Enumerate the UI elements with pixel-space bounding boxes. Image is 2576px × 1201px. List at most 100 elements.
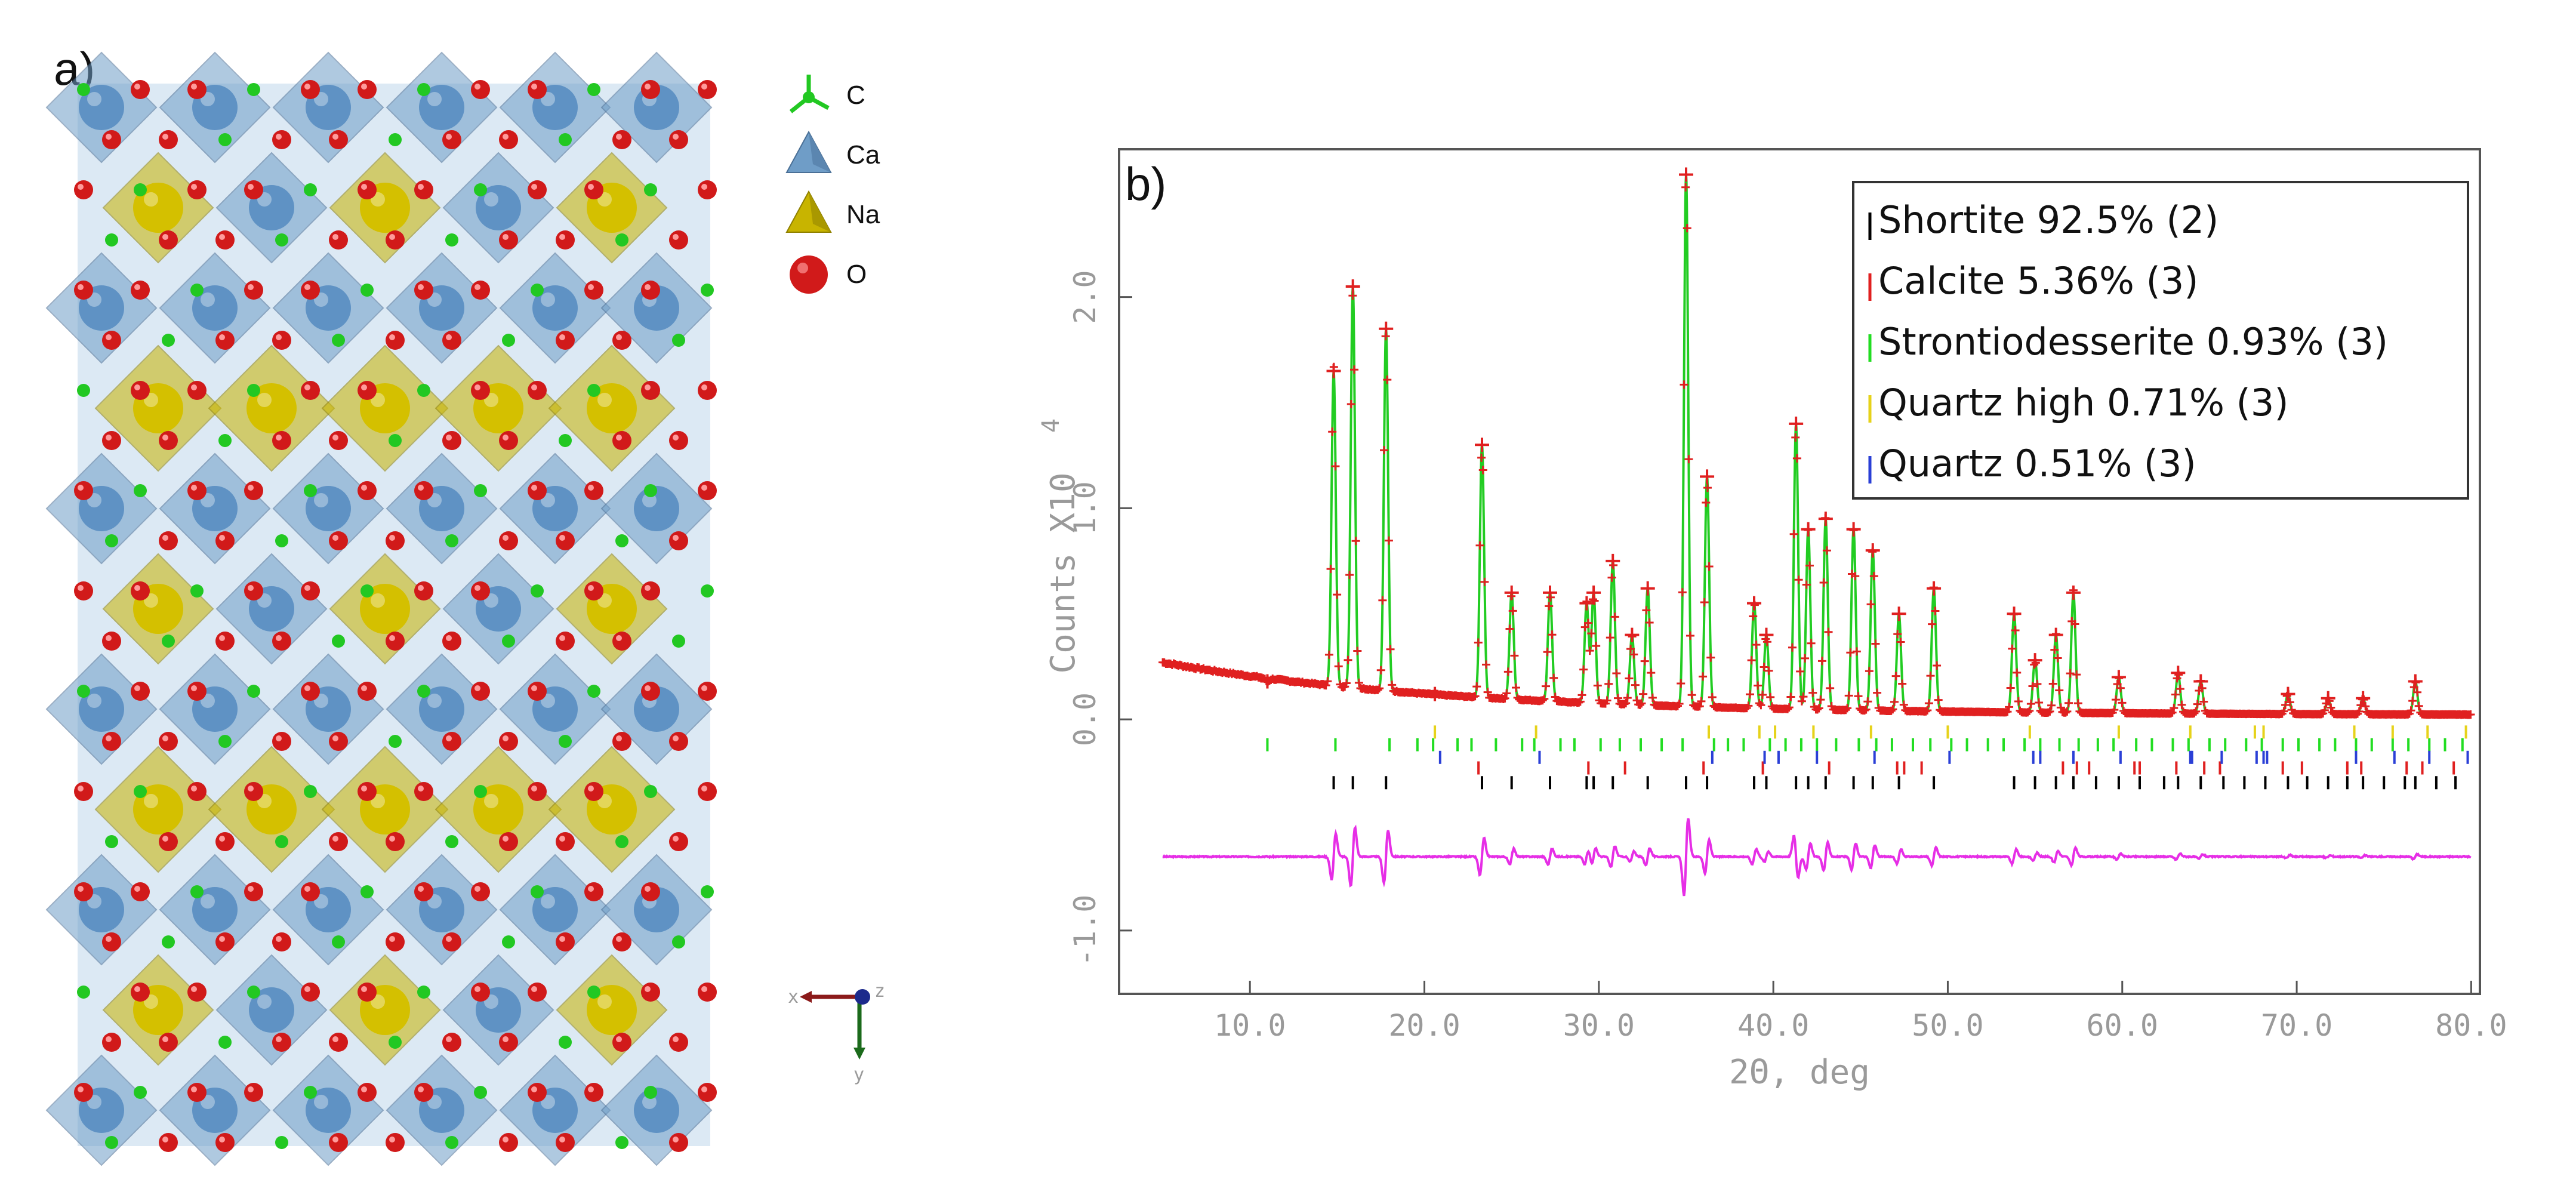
- o-atom: [698, 983, 717, 1002]
- atom-highlight: [134, 585, 140, 591]
- legend-label: Quartz high 0.71% (3): [1878, 381, 2289, 424]
- atom-highlight: [616, 134, 622, 140]
- legend-label-sodium: Na: [846, 200, 880, 229]
- observed-point: [1899, 700, 1908, 709]
- atom-highlight: [162, 836, 168, 842]
- atom-highlight: [645, 986, 651, 992]
- reflection-markers: [1266, 725, 2469, 790]
- observed-point: [2168, 708, 2177, 717]
- observed-point: [2035, 698, 2044, 707]
- atom-highlight: [597, 393, 612, 407]
- o-atom: [187, 80, 207, 99]
- o-atom: [612, 130, 631, 149]
- atom-highlight: [645, 685, 651, 691]
- na-atom: [246, 383, 297, 433]
- o-atom: [471, 983, 490, 1002]
- observed-point: [1807, 639, 1816, 648]
- o-atom: [442, 632, 461, 651]
- atom-highlight: [418, 184, 424, 190]
- observed-point: [1749, 612, 1758, 621]
- observed-point: [1576, 697, 1585, 706]
- peak-max-point: [1504, 585, 1519, 600]
- observed-point: [1893, 630, 1902, 639]
- observed-point: [2056, 703, 2065, 712]
- atom-highlight: [559, 234, 565, 240]
- o-atom: [442, 1033, 461, 1052]
- o-atom: [414, 882, 433, 901]
- observed-point: [1620, 700, 1629, 709]
- phase-legend: Shortite 92.5% (2) Calcite 5.36% (3) Stron…: [1852, 181, 2469, 500]
- c-atom: [304, 484, 317, 497]
- atom-highlight: [332, 134, 338, 140]
- o-atom: [414, 1083, 433, 1102]
- o-atom: [556, 832, 575, 851]
- o-atom: [215, 531, 235, 550]
- c-atom: [77, 83, 90, 96]
- legend-label: Quartz 0.51% (3): [1878, 442, 2196, 485]
- o-atom: [669, 1033, 688, 1052]
- atom-highlight: [446, 334, 452, 340]
- observed-point: [1752, 640, 1761, 649]
- atom-highlight: [484, 192, 498, 207]
- observed-point: [1898, 679, 1907, 688]
- o-atom: [556, 1133, 575, 1152]
- observed-point: [1383, 375, 1392, 384]
- o-atom: [187, 782, 207, 801]
- atom-highlight: [144, 794, 158, 808]
- o-atom: [272, 632, 291, 651]
- peak-max-point: [2048, 627, 2063, 642]
- observed-point: [1871, 639, 1880, 648]
- x-tick-label: 70.0: [2261, 1008, 2332, 1043]
- atom-highlight: [418, 1086, 424, 1092]
- c-atom: [218, 1036, 232, 1049]
- o-atom: [499, 431, 518, 450]
- observed-point: [1577, 691, 1586, 700]
- atom-highlight: [701, 84, 707, 90]
- observed-point: [1574, 698, 1583, 707]
- x-axis-label: 2Θ, deg: [1729, 1053, 1870, 1092]
- c-atom: [247, 83, 260, 96]
- atom-highlight: [248, 786, 254, 792]
- atom-highlight: [616, 435, 622, 441]
- c-atom: [417, 384, 430, 397]
- atom-highlight: [162, 1036, 168, 1042]
- c-atom: [304, 1086, 317, 1099]
- atom-highlight: [106, 635, 112, 641]
- atom-highlight: [503, 134, 509, 140]
- observed-point: [1587, 629, 1596, 638]
- observed-point: [1684, 455, 1693, 464]
- o-atom: [641, 281, 660, 300]
- c-atom: [445, 233, 458, 247]
- observed-point: [1747, 656, 1756, 665]
- observed-point: [1826, 683, 1835, 692]
- atom-highlight: [314, 1095, 328, 1109]
- o-atom: [612, 932, 631, 951]
- o-atom: [301, 682, 320, 701]
- c-atom: [474, 484, 487, 497]
- observed-point: [1551, 692, 1560, 701]
- observed-point: [1333, 590, 1342, 599]
- observed-point: [1346, 399, 1355, 408]
- o-atom: [528, 782, 547, 801]
- atom-highlight: [162, 435, 168, 441]
- observed-point: [1708, 693, 1717, 702]
- o-atom: [641, 581, 660, 600]
- observed-point: [1683, 224, 1691, 233]
- structure-legend: C Ca Na O: [782, 66, 880, 304]
- ca-atom: [532, 887, 578, 932]
- atom-highlight: [191, 786, 197, 792]
- observed-point: [1846, 648, 1855, 657]
- observed-point: [2170, 704, 2178, 713]
- observed-point: [1860, 706, 1869, 715]
- observed-point: [1700, 598, 1709, 607]
- o-atom: [244, 581, 263, 600]
- o-atom: [612, 1033, 631, 1052]
- observed-point: [2171, 690, 2180, 699]
- c-atom: [474, 183, 487, 196]
- observed-point: [1822, 546, 1831, 555]
- atom-highlight: [361, 786, 367, 792]
- observed-point: [1623, 694, 1632, 703]
- o-atom: [301, 381, 320, 400]
- atom-highlight: [106, 1036, 112, 1042]
- c-atom: [587, 83, 600, 96]
